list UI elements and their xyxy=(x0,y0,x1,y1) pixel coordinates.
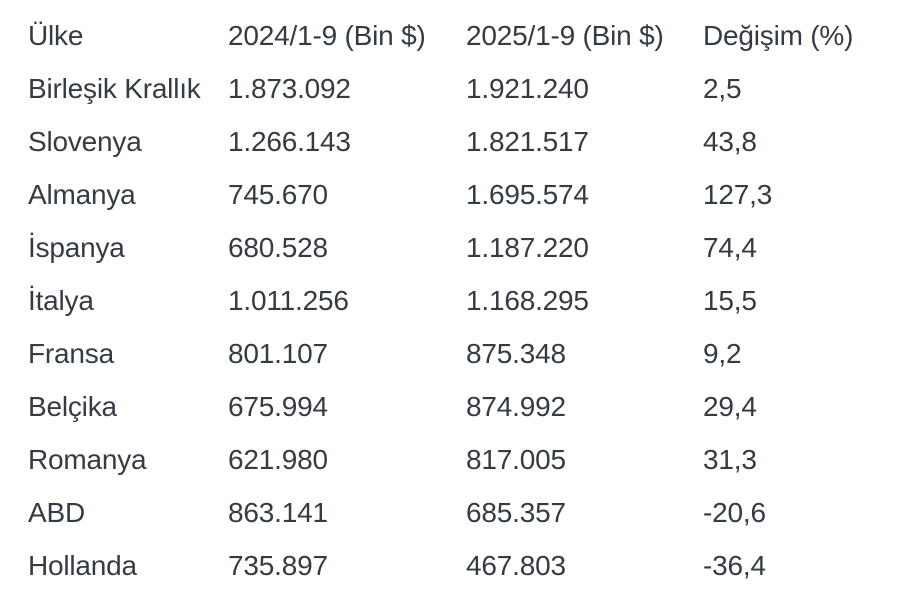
change-cell: 2,5 xyxy=(703,72,742,104)
table-row: İtalya 1.011.256 1.168.295 15,5 xyxy=(28,274,888,327)
value-2024-cell: 621.980 xyxy=(228,443,328,475)
table-row: Almanya 745.670 1.695.574 127,3 xyxy=(28,168,888,221)
column-header-country: Ülke xyxy=(28,19,84,51)
value-2024-cell: 801.107 xyxy=(228,337,328,369)
value-2024-cell: 1.266.143 xyxy=(228,125,351,157)
table-row: Romanya 621.980 817.005 31,3 xyxy=(28,433,888,486)
value-2024-cell: 1.873.092 xyxy=(228,72,351,104)
change-cell: -20,6 xyxy=(703,496,766,528)
country-trade-table: Ülke 2024/1-9 (Bin $) 2025/1-9 (Bin $) D… xyxy=(28,9,888,592)
value-2024-cell: 680.528 xyxy=(228,231,328,263)
value-2025-cell: 875.348 xyxy=(466,337,566,369)
change-cell: 31,3 xyxy=(703,443,757,475)
table-row: Slovenya 1.266.143 1.821.517 43,8 xyxy=(28,115,888,168)
table-row: ABD 863.141 685.357 -20,6 xyxy=(28,486,888,539)
table-row: İspanya 680.528 1.187.220 74,4 xyxy=(28,221,888,274)
country-cell: İtalya xyxy=(28,284,94,316)
change-cell: 74,4 xyxy=(703,231,757,263)
country-cell: Fransa xyxy=(28,337,114,369)
country-cell: İspanya xyxy=(28,231,125,263)
value-2025-cell: 1.187.220 xyxy=(466,231,589,263)
country-cell: Slovenya xyxy=(28,125,142,157)
country-cell: Romanya xyxy=(28,443,147,475)
country-cell: Belçika xyxy=(28,390,117,422)
value-2025-cell: 874.992 xyxy=(466,390,566,422)
country-cell: ABD xyxy=(28,496,85,528)
table-row: Belçika 675.994 874.992 29,4 xyxy=(28,380,888,433)
value-2024-cell: 745.670 xyxy=(228,178,328,210)
value-2025-cell: 1.821.517 xyxy=(466,125,589,157)
value-2025-cell: 1.168.295 xyxy=(466,284,589,316)
value-2025-cell: 685.357 xyxy=(466,496,566,528)
value-2024-cell: 735.897 xyxy=(228,549,328,581)
value-2025-cell: 817.005 xyxy=(466,443,566,475)
change-cell: 15,5 xyxy=(703,284,757,316)
header-row: Ülke 2024/1-9 (Bin $) 2025/1-9 (Bin $) D… xyxy=(28,9,888,62)
column-header-2024: 2024/1-9 (Bin $) xyxy=(228,19,426,51)
change-cell: -36,4 xyxy=(703,549,766,581)
change-cell: 127,3 xyxy=(703,178,773,210)
column-header-change: Değişim (%) xyxy=(703,19,854,51)
country-cell: Hollanda xyxy=(28,549,137,581)
table-row: Fransa 801.107 875.348 9,2 xyxy=(28,327,888,380)
country-cell: Birleşik Krallık xyxy=(28,72,201,104)
value-2025-cell: 1.695.574 xyxy=(466,178,589,210)
value-2025-cell: 1.921.240 xyxy=(466,72,589,104)
change-cell: 43,8 xyxy=(703,125,757,157)
value-2024-cell: 1.011.256 xyxy=(228,284,349,316)
change-cell: 29,4 xyxy=(703,390,757,422)
value-2024-cell: 675.994 xyxy=(228,390,328,422)
value-2025-cell: 467.803 xyxy=(466,549,566,581)
table-header: Ülke 2024/1-9 (Bin $) 2025/1-9 (Bin $) D… xyxy=(28,9,888,62)
change-cell: 9,2 xyxy=(703,337,742,369)
country-cell: Almanya xyxy=(28,178,136,210)
value-2024-cell: 863.141 xyxy=(228,496,328,528)
column-header-2025: 2025/1-9 (Bin $) xyxy=(466,19,664,51)
table-body: Birleşik Krallık 1.873.092 1.921.240 2,5… xyxy=(28,62,888,592)
table-row: Birleşik Krallık 1.873.092 1.921.240 2,5 xyxy=(28,62,888,115)
table-row: Hollanda 735.897 467.803 -36,4 xyxy=(28,539,888,592)
